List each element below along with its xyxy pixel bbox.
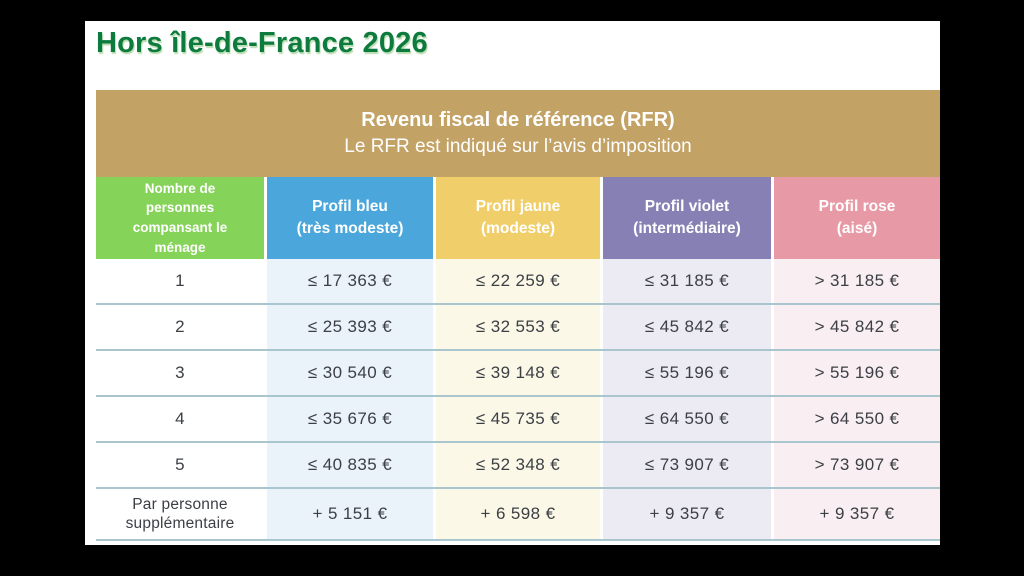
table-row: 5 ≤ 40 835 € ≤ 52 348 € ≤ 73 907 € > 73 … xyxy=(96,443,940,489)
banner-title: Revenu fiscal de référence (RFR) xyxy=(361,109,675,131)
column-header-household: Nombre de personnes compansant le ménage xyxy=(96,177,264,259)
cell-profil-violet: + 9 357 € xyxy=(603,489,771,539)
cell-profil-rose: > 45 842 € xyxy=(774,305,940,349)
cell-profil-jaune: ≤ 45 735 € xyxy=(436,397,600,441)
column-header-line: Profil rose xyxy=(818,198,896,216)
rfr-table: Revenu fiscal de référence (RFR) Le RFR … xyxy=(96,90,940,541)
column-header-profil-rose: Profil rose (aisé) xyxy=(774,177,940,259)
column-header-line: Profil jaune xyxy=(475,198,561,216)
cell-profil-violet: ≤ 45 842 € xyxy=(603,305,771,349)
table-row: 1 ≤ 17 363 € ≤ 22 259 € ≤ 31 185 € > 31 … xyxy=(96,259,940,305)
column-header-line: compansant le xyxy=(132,220,228,235)
cell-profil-jaune: ≤ 39 148 € xyxy=(436,351,600,395)
cell-profil-bleu: ≤ 40 835 € xyxy=(267,443,433,487)
cell-household: 5 xyxy=(96,443,264,487)
column-header-line: (très modeste) xyxy=(296,220,404,237)
column-header-line: (aisé) xyxy=(836,220,878,237)
cell-profil-rose: > 73 907 € xyxy=(774,443,940,487)
column-header-line: personnes xyxy=(145,200,215,216)
cell-profil-violet: ≤ 64 550 € xyxy=(603,397,771,441)
cell-profil-rose: > 64 550 € xyxy=(774,397,940,441)
cell-profil-violet: ≤ 55 196 € xyxy=(603,351,771,395)
cell-profil-jaune: ≤ 22 259 € xyxy=(436,259,600,303)
cell-profil-bleu: ≤ 17 363 € xyxy=(267,259,433,303)
cell-profil-bleu: ≤ 35 676 € xyxy=(267,397,433,441)
column-header-line: Profil violet xyxy=(644,198,730,216)
cell-household: 2 xyxy=(96,305,264,349)
cell-household: 3 xyxy=(96,351,264,395)
cell-household: 4 xyxy=(96,397,264,441)
banner-subtitle: Le RFR est indiqué sur l’avis d’impositi… xyxy=(344,136,692,157)
slide-panel: Hors île-de-France 2026 Revenu fiscal de… xyxy=(85,21,940,545)
cell-profil-rose: > 55 196 € xyxy=(774,351,940,395)
table-banner: Revenu fiscal de référence (RFR) Le RFR … xyxy=(96,90,940,177)
cell-household: 1 xyxy=(96,259,264,303)
cell-profil-bleu: + 5 151 € xyxy=(267,489,433,539)
cell-profil-jaune: ≤ 32 553 € xyxy=(436,305,600,349)
table-row: Par personne supplémentaire + 5 151 € + … xyxy=(96,489,940,541)
cell-profil-bleu: ≤ 30 540 € xyxy=(267,351,433,395)
cell-profil-jaune: + 6 598 € xyxy=(436,489,600,539)
table-row: 2 ≤ 25 393 € ≤ 32 553 € ≤ 45 842 € > 45 … xyxy=(96,305,940,351)
cell-profil-violet: ≤ 31 185 € xyxy=(603,259,771,303)
cell-profil-rose: + 9 357 € xyxy=(774,489,940,539)
column-header-line: ménage xyxy=(154,239,206,255)
cell-profil-rose: > 31 185 € xyxy=(774,259,940,303)
cell-profil-jaune: ≤ 52 348 € xyxy=(436,443,600,487)
column-header-profil-violet: Profil violet (intermédiaire) xyxy=(603,177,771,259)
column-header-profil-bleu: Profil bleu (très modeste) xyxy=(267,177,433,259)
cell-profil-bleu: ≤ 25 393 € xyxy=(267,305,433,349)
table-row: 4 ≤ 35 676 € ≤ 45 735 € ≤ 64 550 € > 64 … xyxy=(96,397,940,443)
column-header-line: Profil bleu xyxy=(312,198,388,216)
column-header-line: (modeste) xyxy=(480,220,556,237)
table-header-row: Nombre de personnes compansant le ménage… xyxy=(96,177,940,259)
column-header-line: Nombre de xyxy=(144,180,216,196)
column-header-profil-jaune: Profil jaune (modeste) xyxy=(436,177,600,259)
page-title: Hors île-de-France 2026 xyxy=(96,27,428,59)
table-row: 3 ≤ 30 540 € ≤ 39 148 € ≤ 55 196 € > 55 … xyxy=(96,351,940,397)
cell-profil-violet: ≤ 73 907 € xyxy=(603,443,771,487)
column-header-line: (intermédiaire) xyxy=(633,220,741,237)
cell-household: Par personne supplémentaire xyxy=(96,489,264,539)
